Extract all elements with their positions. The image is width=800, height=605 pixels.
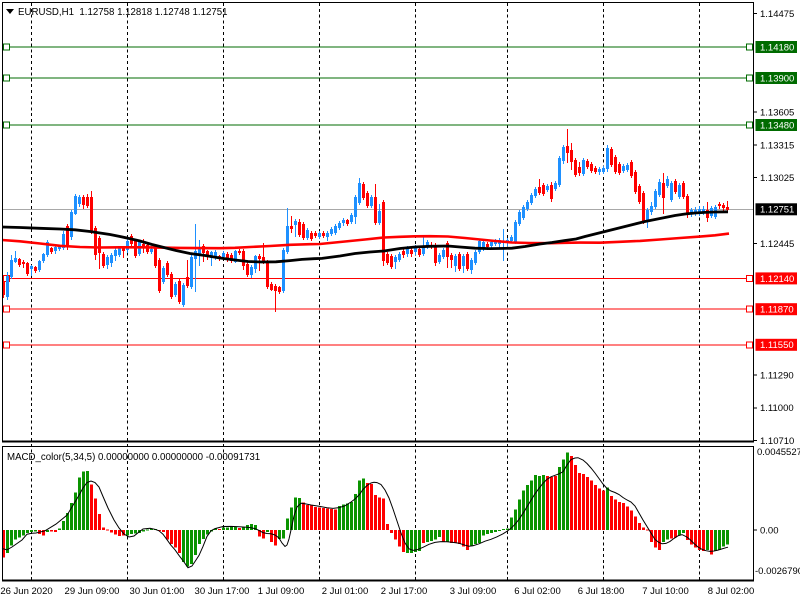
svg-text:30 Jun 01:00: 30 Jun 01:00 xyxy=(130,586,185,597)
svg-text:1.14180: 1.14180 xyxy=(760,42,794,53)
svg-text:1.12445: 1.12445 xyxy=(760,239,794,250)
svg-text:1.11290: 1.11290 xyxy=(760,370,794,381)
svg-text:1.12751: 1.12751 xyxy=(760,205,794,216)
svg-text:1.13025: 1.13025 xyxy=(760,173,794,184)
svg-text:-0.0026790: -0.0026790 xyxy=(755,566,800,577)
svg-text:1.14475: 1.14475 xyxy=(760,9,794,20)
svg-text:26 Jun 2020: 26 Jun 2020 xyxy=(0,586,52,597)
svg-text:EURUSD,H1 1.12758 1.12818 1.1: EURUSD,H1 1.12758 1.12818 1.12748 1.1275… xyxy=(18,7,228,18)
svg-text:0.00: 0.00 xyxy=(760,525,779,536)
svg-text:1.11550: 1.11550 xyxy=(760,340,794,351)
svg-text:1.13315: 1.13315 xyxy=(760,140,794,151)
svg-text:1.13605: 1.13605 xyxy=(760,107,794,118)
svg-text:8 Jul 02:00: 8 Jul 02:00 xyxy=(708,586,754,597)
svg-text:1.12140: 1.12140 xyxy=(760,274,794,285)
svg-text:7 Jul 10:00: 7 Jul 10:00 xyxy=(642,586,688,597)
svg-text:MACD_color(5,34,5) 0.00000000: MACD_color(5,34,5) 0.00000000 0.00000000… xyxy=(7,452,260,463)
svg-text:6 Jul 18:00: 6 Jul 18:00 xyxy=(578,586,624,597)
svg-text:2 Jul 17:00: 2 Jul 17:00 xyxy=(381,586,427,597)
svg-text:3 Jul 09:00: 3 Jul 09:00 xyxy=(450,586,496,597)
svg-text:1.13480: 1.13480 xyxy=(760,120,794,131)
svg-text:1.13900: 1.13900 xyxy=(760,73,794,84)
svg-text:1.11000: 1.11000 xyxy=(760,403,794,414)
svg-text:1.10710: 1.10710 xyxy=(760,436,794,447)
svg-text:29 Jun 09:00: 29 Jun 09:00 xyxy=(65,586,120,597)
svg-text:1.11870: 1.11870 xyxy=(760,305,794,316)
svg-text:1 Jul 09:00: 1 Jul 09:00 xyxy=(258,586,304,597)
svg-text:0.0045527: 0.0045527 xyxy=(757,447,800,458)
svg-text:30 Jun 17:00: 30 Jun 17:00 xyxy=(195,586,250,597)
svg-text:6 Jul 02:00: 6 Jul 02:00 xyxy=(514,586,560,597)
svg-text:2 Jul 01:00: 2 Jul 01:00 xyxy=(322,586,368,597)
